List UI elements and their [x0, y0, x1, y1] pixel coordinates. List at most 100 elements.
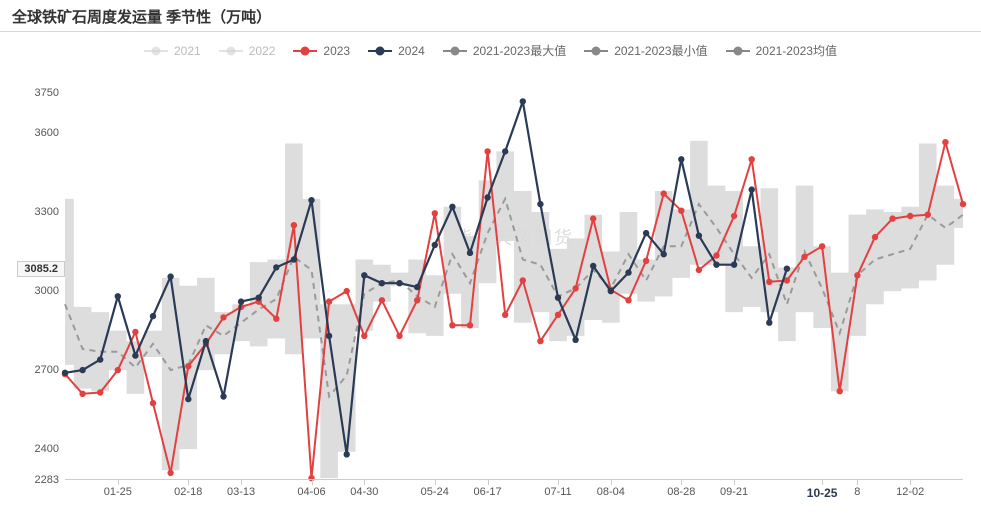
series-marker-2023 [273, 316, 279, 322]
series-marker-2023 [942, 139, 948, 145]
series-marker-2023 [344, 288, 350, 294]
legend-label: 2021 [174, 44, 201, 58]
series-marker-2023 [414, 297, 420, 303]
legend-label: 2021-2023均值 [756, 42, 837, 59]
legend-swatch [584, 46, 608, 56]
series-marker-2024 [132, 352, 138, 358]
y-tick-label: 2700 [35, 364, 65, 376]
series-marker-2024 [484, 194, 490, 200]
legend-swatch [368, 46, 392, 56]
legend: 2021 2022 2023 2024 2021-2023最大值 2021-2023最小值… [0, 32, 981, 65]
series-marker-2024 [502, 148, 508, 154]
series-marker-2024 [203, 338, 209, 344]
series-marker-2024 [467, 250, 473, 256]
x-tick-mark [910, 480, 911, 485]
legend-item-2024[interactable]: 2024 [368, 42, 425, 59]
x-tick-mark [364, 480, 365, 485]
series-marker-2023 [766, 279, 772, 285]
series-marker-2023 [467, 322, 473, 328]
series-marker-2024 [379, 280, 385, 286]
series-marker-2023 [960, 201, 966, 207]
legend-item-max[interactable]: 2021-2023最大值 [443, 42, 566, 59]
series-marker-2024 [308, 197, 314, 203]
series-marker-2023 [537, 338, 543, 344]
series-marker-2024 [220, 393, 226, 399]
legend-swatch [443, 46, 467, 56]
series-marker-2024 [643, 230, 649, 236]
legend-item-2023[interactable]: 2023 [293, 42, 350, 59]
y-tick-label: 2400 [35, 443, 65, 455]
series-marker-2023 [925, 212, 931, 218]
legend-label: 2024 [398, 44, 425, 58]
legend-label: 2021-2023最大值 [473, 42, 566, 59]
series-marker-2024 [749, 186, 755, 192]
y-tick-label: 3600 [35, 127, 65, 139]
chart-container: 全球铁矿石周度发运量 季节性（万吨） 2021 2022 2023 2024 2021-… [0, 0, 981, 517]
series-marker-2024 [238, 298, 244, 304]
series-marker-2023 [220, 314, 226, 320]
series-marker-2023 [854, 272, 860, 278]
x-tick-mark [857, 480, 858, 485]
series-marker-2023 [326, 298, 332, 304]
series-marker-2024 [608, 288, 614, 294]
series-marker-2024 [678, 156, 684, 162]
series-marker-2024 [766, 320, 772, 326]
plot-area: 紫金天风期货 22832400270030003085.233003600375… [65, 75, 963, 480]
series-marker-2024 [731, 262, 737, 268]
series-marker-2023 [379, 297, 385, 303]
series-marker-2024 [97, 356, 103, 362]
x-tick-mark [435, 480, 436, 485]
legend-item-avg[interactable]: 2021-2023均值 [726, 42, 837, 59]
legend-swatch [144, 46, 168, 56]
series-marker-2024 [449, 204, 455, 210]
x-tick-mark [558, 480, 559, 485]
series-marker-2023 [361, 333, 367, 339]
series-marker-2024 [661, 251, 667, 257]
series-marker-2023 [115, 367, 121, 373]
series-marker-2024 [150, 313, 156, 319]
series-marker-2023 [484, 148, 490, 154]
series-marker-2023 [837, 388, 843, 394]
series-marker-2023 [396, 333, 402, 339]
series-marker-2024 [291, 256, 297, 262]
series-marker-2023 [731, 213, 737, 219]
series-marker-2023 [625, 297, 631, 303]
series-marker-2023 [555, 312, 561, 318]
legend-swatch [219, 46, 243, 56]
chart-svg [65, 75, 963, 480]
y-tick-label: 3085.2 [17, 261, 65, 277]
series-marker-2024 [396, 280, 402, 286]
y-tick-label: 3300 [35, 206, 65, 218]
series-marker-2023 [520, 277, 526, 283]
series-marker-2023 [150, 400, 156, 406]
series-marker-2024 [185, 396, 191, 402]
series-marker-2024 [713, 262, 719, 268]
series-marker-2023 [801, 254, 807, 260]
x-tick-mark [611, 480, 612, 485]
legend-item-2021[interactable]: 2021 [144, 42, 201, 59]
series-marker-2024 [273, 264, 279, 270]
series-marker-2023 [79, 391, 85, 397]
series-marker-2023 [678, 208, 684, 214]
y-tick-label: 2283 [35, 474, 65, 486]
series-marker-2024 [361, 272, 367, 278]
series-marker-2024 [344, 451, 350, 457]
x-tick-mark [488, 480, 489, 485]
series-marker-2024 [256, 295, 262, 301]
x-tick-mark [118, 480, 119, 485]
series-marker-2023 [449, 322, 455, 328]
range-band [65, 141, 963, 478]
series-marker-2024 [537, 201, 543, 207]
series-marker-2023 [132, 329, 138, 335]
series-marker-2023 [590, 215, 596, 221]
series-marker-2023 [713, 252, 719, 258]
series-marker-2024 [590, 263, 596, 269]
chart-title: 全球铁矿石周度发运量 季节性（万吨） [12, 9, 271, 26]
series-marker-2024 [167, 273, 173, 279]
legend-item-min[interactable]: 2021-2023最小值 [584, 42, 707, 59]
legend-item-2022[interactable]: 2022 [219, 42, 276, 59]
series-marker-2023 [643, 258, 649, 264]
series-marker-2024 [79, 367, 85, 373]
legend-label: 2021-2023最小值 [614, 42, 707, 59]
legend-swatch [293, 46, 317, 56]
